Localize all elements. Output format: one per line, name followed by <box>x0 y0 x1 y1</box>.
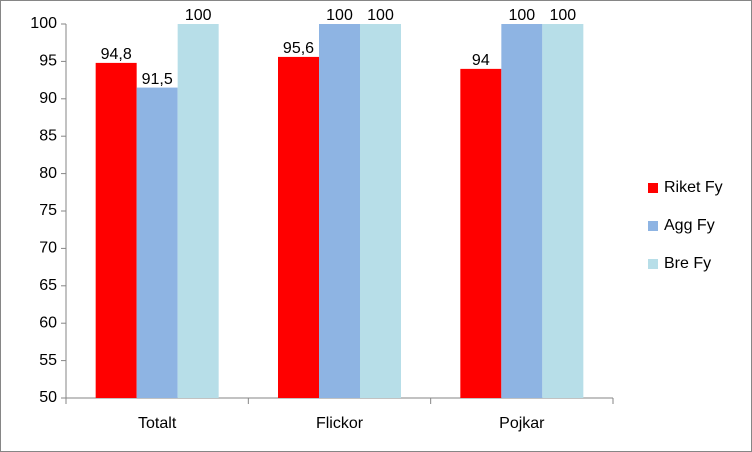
bar <box>360 24 401 398</box>
y-tick-label: 90 <box>39 90 57 107</box>
legend-label: Bre Fy <box>664 255 711 272</box>
y-tick-label: 50 <box>39 389 57 406</box>
x-tick-label: Flickor <box>316 415 364 432</box>
legend-label: Riket Fy <box>664 179 723 196</box>
y-tick-label: 55 <box>39 352 57 369</box>
y-tick-label: 75 <box>39 202 57 219</box>
data-label: 100 <box>326 7 353 24</box>
legend-swatch <box>648 221 658 231</box>
legend-swatch <box>648 259 658 269</box>
y-tick-label: 85 <box>39 127 57 144</box>
legend-label: Agg Fy <box>664 217 715 234</box>
data-label: 100 <box>508 7 535 24</box>
y-tick-label: 65 <box>39 277 57 294</box>
x-tick-label: Pojkar <box>499 415 545 432</box>
y-tick-label: 80 <box>39 165 57 182</box>
bar <box>542 24 584 398</box>
data-label: 100 <box>367 7 394 24</box>
bar <box>136 87 178 398</box>
legend-swatch <box>648 183 658 193</box>
data-label: 94 <box>472 52 490 69</box>
bar <box>501 24 543 398</box>
y-tick-label: 95 <box>39 53 57 70</box>
data-label: 91,5 <box>142 71 173 88</box>
bar <box>177 24 219 398</box>
bar <box>278 56 319 399</box>
data-label: 100 <box>549 7 576 24</box>
y-tick-label: 70 <box>39 240 57 257</box>
data-label: 94,8 <box>101 46 132 63</box>
data-label: 95,6 <box>283 40 314 57</box>
bar <box>460 68 502 398</box>
y-tick-label: 100 <box>30 15 57 32</box>
y-tick-label: 60 <box>39 314 57 331</box>
x-tick-label: Totalt <box>138 415 177 432</box>
data-label: 100 <box>185 7 212 24</box>
bar <box>319 24 360 398</box>
bar <box>95 62 137 399</box>
